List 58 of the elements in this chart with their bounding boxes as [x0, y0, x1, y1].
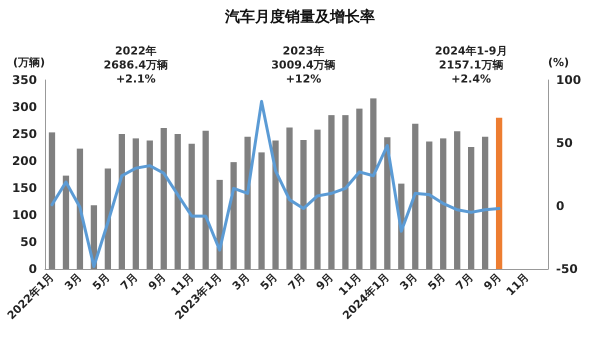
bar [328, 115, 335, 269]
bar [426, 142, 432, 269]
bar [370, 98, 376, 269]
x-tick-label: 3月 [397, 270, 420, 293]
y2-tick-label: -50 [556, 262, 578, 276]
y-tick-label: 150 [12, 181, 37, 195]
bar [118, 134, 125, 269]
bar [62, 176, 70, 269]
x-tick-label: 7月 [453, 270, 476, 293]
y-tick-label: 50 [20, 235, 37, 249]
bar [132, 138, 139, 269]
line-series [50, 100, 501, 268]
bar [454, 131, 460, 269]
y-tick-label: 0 [28, 262, 37, 276]
annotation: 2023年 3009.4万辆 +12% [271, 44, 336, 86]
y2-tick-label: 50 [556, 136, 573, 150]
bar [342, 115, 349, 269]
x-tick-label: 3月 [230, 270, 252, 293]
bar [468, 146, 474, 269]
x-tick-label: 7月 [286, 270, 308, 293]
y2-tick-label: 0 [556, 199, 564, 213]
y-tick-label: 300 [12, 100, 37, 114]
x-tick-label: 5月 [258, 270, 280, 293]
bar [174, 134, 181, 269]
y-tick-label: 100 [12, 208, 37, 222]
bar [412, 124, 418, 269]
chart-title: 汽车月度销量及增长率 [224, 8, 375, 26]
x-tick-label: 3月 [62, 270, 85, 293]
y-tick-label: 200 [12, 154, 37, 168]
bar [356, 108, 363, 269]
x-tick-label: 9月 [314, 270, 336, 293]
bar [258, 152, 265, 269]
annotation: 2024年1-9月 2157.1万辆 +2.4% [434, 44, 508, 86]
bar [146, 140, 153, 269]
x-tick-label: 5月 [90, 270, 112, 293]
annotation: 2022年 2686.4万辆 +2.1% [104, 44, 168, 86]
bar [286, 128, 293, 269]
y-tick-label: 250 [12, 127, 37, 141]
bar [440, 138, 446, 269]
x-tick-label: 11月 [504, 270, 532, 298]
y2-axis-title: (%) [548, 56, 570, 69]
bar [496, 118, 502, 269]
bar [160, 128, 167, 269]
bar [202, 130, 209, 269]
x-tick-label: 9月 [146, 270, 168, 293]
bar [314, 130, 321, 269]
bar [300, 140, 307, 269]
bar [482, 136, 488, 269]
y-axis-title: (万辆) [12, 56, 45, 69]
x-tick-label: 9月 [481, 270, 504, 293]
y-tick-label: 350 [12, 73, 37, 87]
bar [48, 132, 56, 269]
y2-tick-label: 100 [556, 73, 582, 87]
bar [188, 144, 195, 269]
bar [384, 137, 390, 269]
x-tick-label: 7月 [118, 270, 140, 293]
bar [230, 162, 237, 269]
x-tick-label: 5月 [425, 270, 448, 293]
